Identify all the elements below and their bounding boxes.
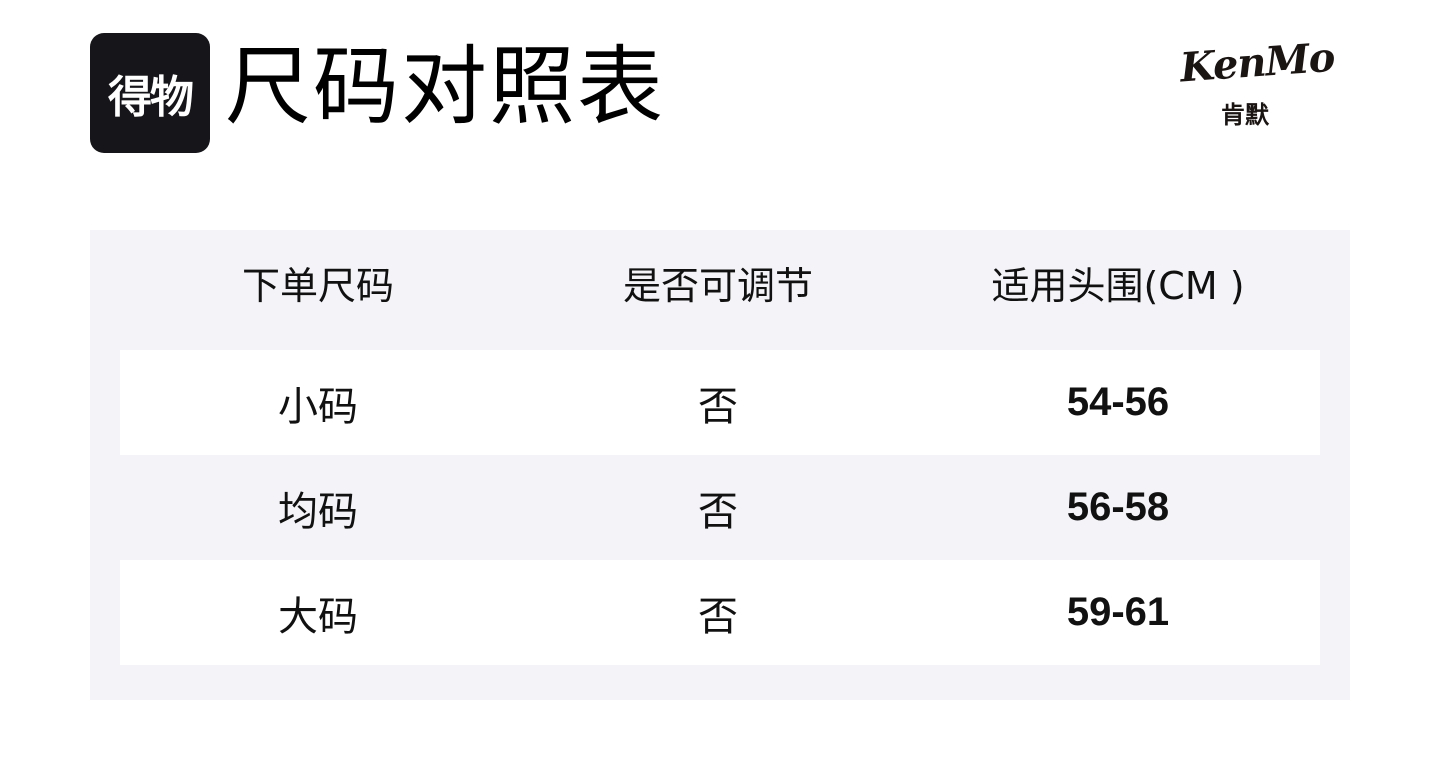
adjustable-cell: 否 <box>698 593 738 640</box>
adjustable-cell: 否 <box>698 488 738 535</box>
dewu-brand-badge: 得物 <box>90 33 210 153</box>
logo-text-en: KenMo <box>1178 33 1336 92</box>
kenmo-logo: KenMo 肯默 <box>1178 30 1336 150</box>
size-cell: 均码 <box>278 488 358 535</box>
circumference-cell: 54-56 <box>1066 380 1170 424</box>
table-header: 下单尺码 是否可调节 适用头围(CM ) <box>120 230 1320 335</box>
table-row: 小码 否 54-56 <box>120 350 1320 455</box>
table-row: 均码 否 56-58 <box>120 455 1320 560</box>
adjustable-cell: 否 <box>698 383 738 430</box>
size-cell: 小码 <box>278 383 358 430</box>
circumference-cell: 56-58 <box>1066 485 1170 529</box>
header-head-circumference: 适用头围(CM ) <box>991 264 1245 308</box>
circumference-cell: 59-61 <box>1066 590 1170 634</box>
page-title: 尺码对照表 <box>225 37 665 137</box>
header-order-size: 下单尺码 <box>241 264 394 308</box>
logo-text-cn: 肯默 <box>1221 101 1269 129</box>
size-cell: 大码 <box>278 593 358 640</box>
header-adjustable: 是否可调节 <box>622 264 813 308</box>
size-table: 下单尺码 是否可调节 适用头围(CM ) 小码 否 54-56 均码 否 56-… <box>90 230 1350 700</box>
table-row: 大码 否 59-61 <box>120 560 1320 665</box>
